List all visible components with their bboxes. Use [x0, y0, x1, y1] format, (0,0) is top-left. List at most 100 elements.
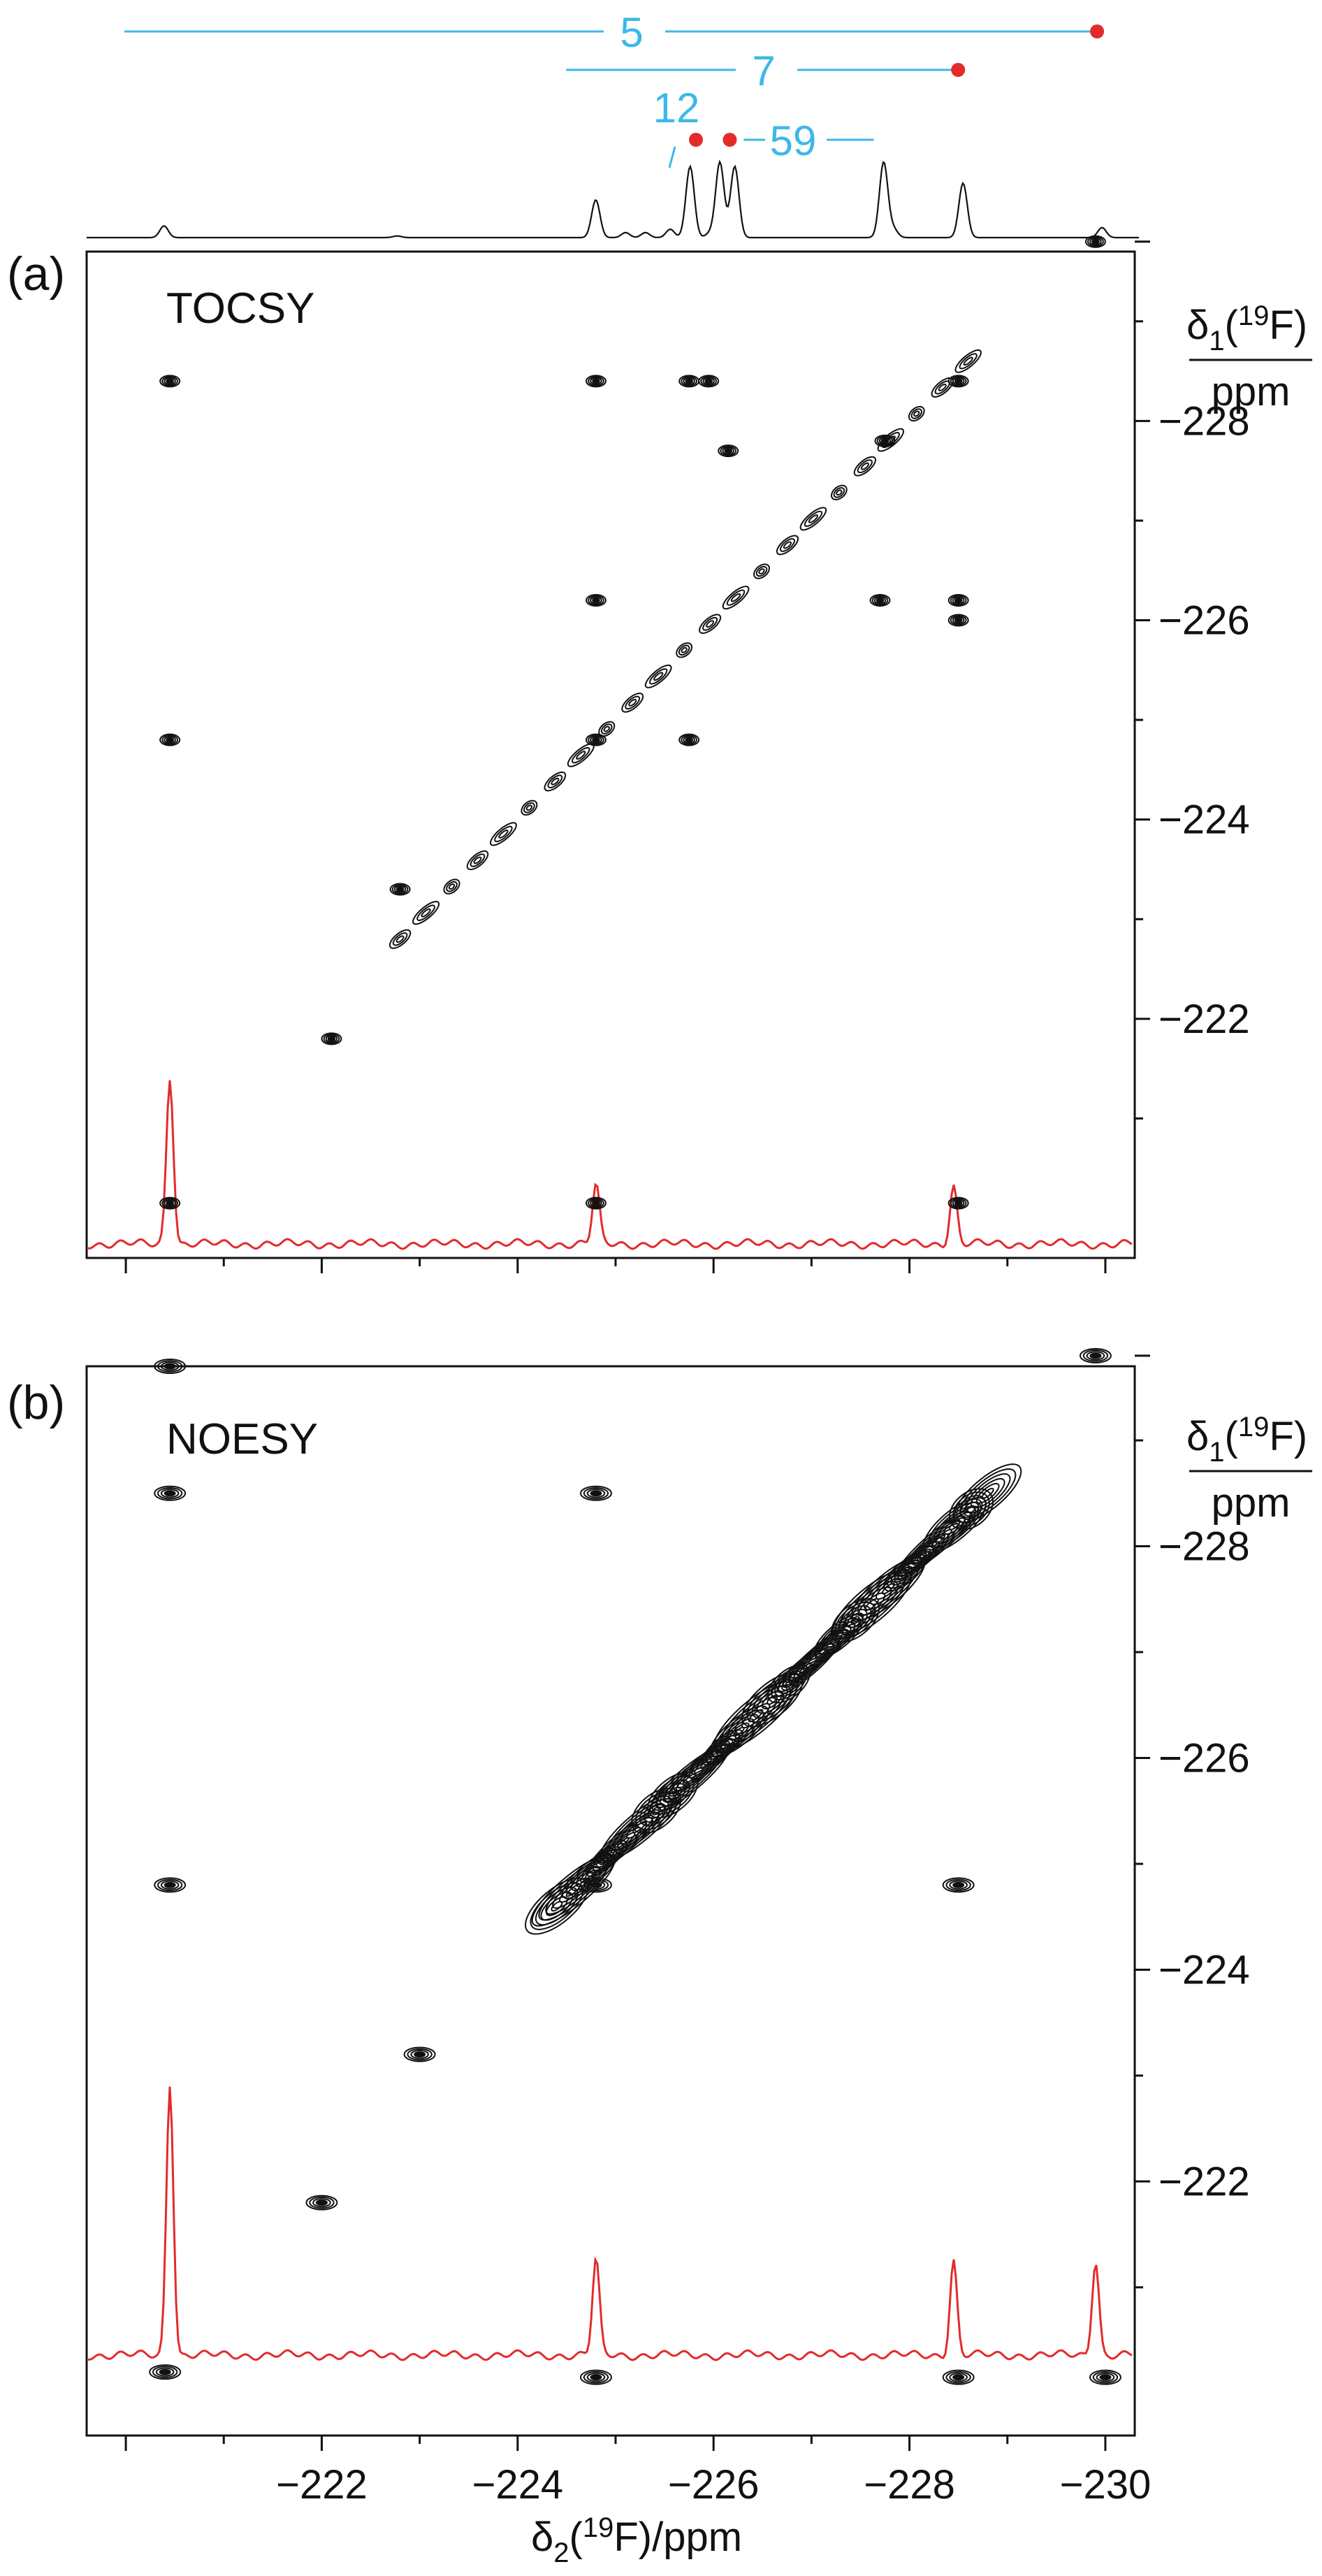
cross-peak [947, 614, 969, 627]
ylabel-open: ( [1225, 303, 1238, 348]
ylabel-element: F) [1269, 1414, 1307, 1459]
y-tick-label: −228 [1158, 398, 1250, 444]
y-tick-label: −224 [1158, 1947, 1250, 1992]
diagonal-contour [648, 668, 668, 685]
cross-peak [1089, 2369, 1121, 2385]
panel-b-y-axis: −228 −226 −224 −222 [1135, 1354, 1250, 2289]
diagonal-contour [804, 510, 823, 527]
marker-dot-59 [722, 133, 737, 147]
diagonal-contour [910, 408, 922, 419]
diagonal-contour [959, 1468, 1017, 1519]
panel-a-frame [85, 250, 1136, 1259]
marker-label-5: 5 [620, 9, 643, 56]
panel-b-x-axis: −222 −224 −226 −228 −230 [124, 2436, 1151, 2508]
panel-b-label: (b) [7, 1376, 65, 1429]
diagonal-contour [544, 772, 567, 792]
ylabel-sub: 1 [1209, 326, 1224, 356]
diagonal-contour [965, 1473, 1011, 1514]
cross-peak [321, 1032, 342, 1045]
ylabel-open: ( [1225, 1414, 1238, 1459]
x-tick-label: −224 [472, 2462, 563, 2508]
panel-b: (b) NOESY −228−226−224−222 −222 −224 −226−… [7, 1347, 1312, 2568]
top-1d-spectrum: 5 7 12 59 [87, 9, 1139, 239]
cross-peak [1084, 235, 1106, 248]
diagonal-contour [799, 507, 827, 531]
panel-a-x-ticks [124, 1258, 1107, 1273]
cross-peak [947, 594, 969, 607]
diagonal-contour [699, 614, 722, 635]
diagonal-contour [959, 353, 978, 370]
cross-peak [154, 1877, 187, 1893]
diagonal-contour [498, 830, 509, 839]
diagonal-contour [523, 802, 535, 813]
diagonal-contour [547, 774, 563, 789]
marker-dot-5 [1090, 24, 1105, 38]
panel-b-peaks [149, 1347, 1121, 2385]
diagonal-contour [521, 799, 538, 816]
diagonal-contour [720, 1685, 792, 1746]
diagonal-contour [595, 1848, 618, 1868]
diagonal-contour [756, 1685, 788, 1714]
diagonal-contour [681, 646, 688, 653]
diagonal-contour [836, 489, 843, 496]
marker-label-12: 12 [653, 85, 700, 131]
diagonal-contour [392, 932, 408, 946]
diagonal-contour [927, 1501, 982, 1549]
ylabel-sup: 19 [1238, 1412, 1270, 1442]
diagonal-contour [466, 850, 489, 871]
diagonal-contour [857, 1561, 920, 1616]
diagonal-contour [934, 380, 950, 395]
diagonal-contour [726, 589, 746, 606]
diagonal-contour [678, 644, 690, 656]
diagonal-contour [572, 746, 590, 764]
marker-dot-7 [951, 63, 966, 77]
cross-peak [159, 1196, 181, 1210]
cross-peak [698, 375, 720, 388]
diagonal-contour [913, 410, 920, 417]
diagonal-contour [412, 901, 440, 925]
diagonal-contour [753, 563, 770, 579]
diagonal-contour [388, 929, 412, 949]
diagonal-contour [587, 1811, 660, 1874]
cross-peak [1079, 1347, 1112, 1363]
diagonal-contour [706, 620, 715, 628]
panel-b-slice [87, 2086, 1133, 2361]
x-tick-label: −222 [276, 2462, 368, 2508]
cross-peak [585, 375, 606, 388]
diagonal-contour [897, 1565, 913, 1580]
cross-peak [579, 1485, 612, 1501]
panel-a-slice [87, 1080, 1133, 1250]
cross-peak [389, 883, 411, 896]
diagonal-contour [938, 383, 947, 391]
diagonal-contour [631, 1788, 682, 1835]
ylabel-sub: 1 [1209, 1437, 1224, 1468]
cross-peak [149, 2364, 182, 2380]
ylabel-delta: δ [1186, 303, 1209, 348]
diagonal-contour [877, 428, 905, 452]
panel-a-label: (a) [7, 247, 65, 301]
cross-peak [942, 2369, 975, 2385]
diagonal-contour [600, 723, 613, 735]
diagonal-contour [446, 881, 458, 892]
diagonal-contour [644, 664, 672, 688]
svg-text:δ1(19F): δ1(19F) [1186, 301, 1307, 356]
diagonal-contour [730, 593, 741, 602]
diagonal-contour [494, 825, 513, 843]
marker-label-7: 7 [752, 48, 775, 94]
diagonal-contour [860, 462, 869, 470]
diagonal-contour [857, 459, 873, 474]
panel-a-y-label: δ1(19F) ppm [1186, 301, 1312, 414]
panel-b-title: NOESY [166, 1415, 318, 1463]
cross-peak [305, 2194, 338, 2210]
diagonal-contour [853, 456, 876, 477]
svg-text:δ2(19F)/ppm: δ2(19F)/ppm [531, 2512, 742, 2568]
cross-peak [154, 1359, 187, 1374]
marker-12-tick [668, 146, 676, 168]
top-spectrum-trace [87, 159, 1139, 239]
cross-peak [942, 1877, 975, 1893]
ylabel-element: F) [1269, 303, 1307, 348]
ylabel-delta: δ [1186, 1414, 1209, 1459]
diagonal-contour [885, 435, 896, 444]
diagonal-contour [416, 904, 435, 921]
cross-peak [585, 594, 606, 607]
